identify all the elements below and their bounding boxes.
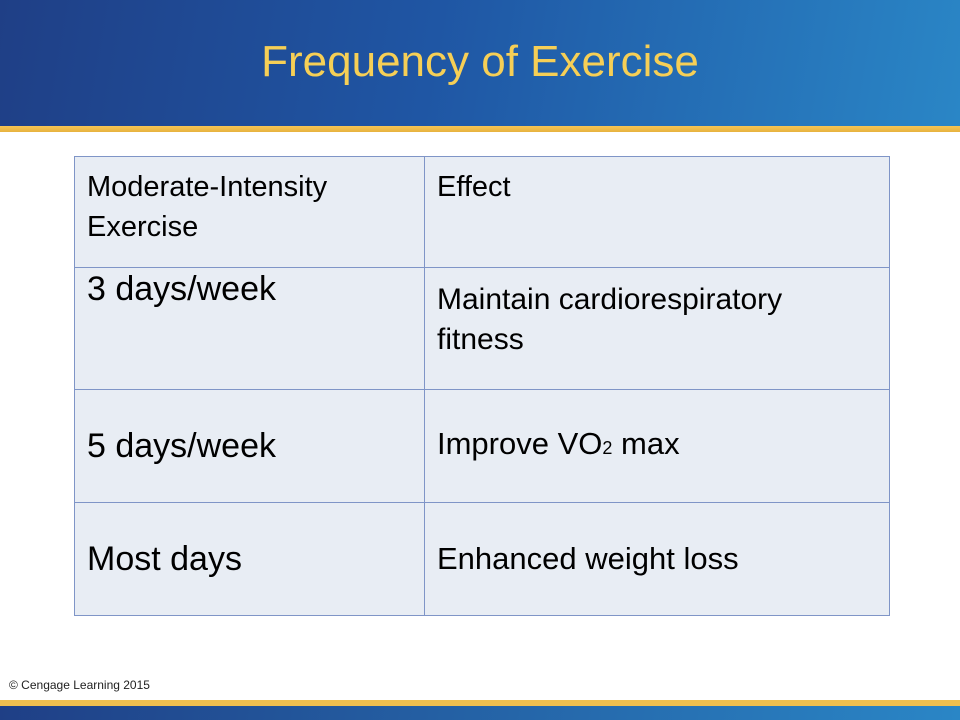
frequency-cell: Most days [74,502,425,616]
table-row: 5 days/week Improve VO2 max [74,389,890,503]
slide-title: Frequency of Exercise [261,37,699,86]
footer-band [0,706,960,720]
frequency-cell: 3 days/week [74,267,425,390]
frequency-table: Moderate-Intensity Exercise Effect 3 day… [74,156,890,616]
table-row: 3 days/week Maintain cardiorespiratory f… [74,267,890,390]
effect-suffix: max [612,426,680,461]
table-header-row: Moderate-Intensity Exercise Effect [74,156,890,268]
header-band [0,0,960,126]
frequency-cell: 5 days/week [74,389,425,503]
effect-prefix: Improve VO [437,426,603,461]
effect-subscript: 2 [602,438,613,458]
copyright-notice: © Cengage Learning 2015 [9,678,150,692]
header-cell-intensity: Moderate-Intensity Exercise [74,156,425,268]
header-cell-effect: Effect [424,156,890,268]
table-row: Most days Enhanced weight loss [74,502,890,616]
effect-cell: Maintain cardiorespiratory fitness [424,267,890,390]
effect-cell: Enhanced weight loss [424,502,890,616]
footer-accent-stripe [0,700,960,706]
header-accent-stripe [0,126,960,132]
effect-cell: Improve VO2 max [424,389,890,503]
